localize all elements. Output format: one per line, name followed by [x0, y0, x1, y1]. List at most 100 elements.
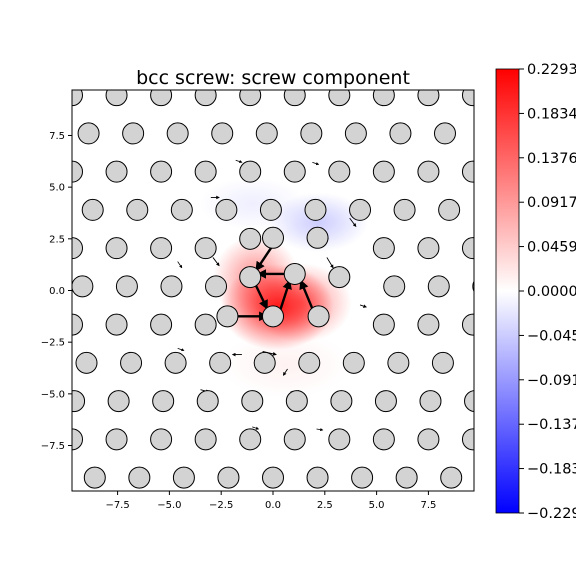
atom-marker — [461, 160, 474, 183]
atom-marker — [417, 428, 440, 451]
atom-marker — [262, 466, 284, 489]
atom-marker — [262, 305, 284, 328]
y-axis: 7.5 5.0 2.5 0.0 −2.5 −5.0 −7.5 — [41, 131, 72, 452]
atom-marker — [372, 237, 395, 260]
atom-marker — [298, 351, 321, 374]
atom-marker — [349, 198, 372, 221]
atom-marker — [417, 313, 440, 336]
heat-blob — [199, 177, 306, 231]
atom-marker — [383, 275, 406, 298]
colorbar-tick-label: −0.1376 — [527, 417, 576, 433]
atom-marker — [72, 428, 83, 451]
displacement-arrow — [316, 428, 324, 432]
atom-marker — [215, 198, 238, 221]
atom-marker — [395, 466, 418, 489]
x-tick-label: 5.0 — [369, 500, 385, 511]
atom-marker — [194, 428, 217, 451]
atom-marker — [443, 46, 464, 67]
atom-marker — [239, 266, 262, 289]
colorbar-tick-label: −0.0917 — [527, 373, 576, 389]
atom-marker — [328, 428, 351, 451]
y-tick-label: 2.5 — [49, 234, 65, 245]
atom-marker — [283, 428, 306, 451]
atom-marker — [72, 390, 86, 413]
atom-marker — [427, 275, 450, 298]
y-tick-label: −7.5 — [41, 441, 65, 452]
atom-marker — [431, 351, 454, 374]
atom-marker — [309, 46, 330, 67]
atom-marker — [389, 122, 412, 145]
colorbar-tick-label: 0.2293 — [527, 62, 576, 78]
displacement-arrow — [252, 426, 260, 430]
x-tick-label: −7.5 — [105, 500, 129, 511]
atom-marker — [105, 428, 128, 451]
atom-marker — [160, 275, 183, 298]
atom-marker — [300, 122, 323, 145]
displacement-arrow — [253, 281, 268, 310]
atom-marker — [477, 352, 498, 373]
atom-marker — [172, 466, 195, 489]
atom-marker — [419, 390, 442, 413]
displacement-arrow — [279, 279, 292, 311]
atom-marker — [438, 198, 461, 221]
atom-marker — [255, 122, 278, 145]
x-tick-label: 0.0 — [265, 500, 281, 511]
atom-marker — [128, 466, 151, 489]
heat-blob — [219, 331, 352, 398]
atom-marker — [487, 46, 508, 67]
atom-marker — [239, 428, 262, 451]
atom-marker — [351, 466, 374, 489]
atom-marker — [440, 466, 463, 489]
atom-marker — [387, 351, 410, 374]
atom-marker — [107, 390, 130, 413]
colorbar-tick-label: 0.1376 — [527, 151, 576, 167]
atom-marker — [354, 46, 375, 67]
atom-marker — [150, 160, 173, 183]
atom-marker — [372, 313, 395, 336]
x-axis: −7.5 −5.0 −2.5 0.0 2.5 5.0 7.5 — [105, 491, 436, 511]
atom-marker — [372, 428, 395, 451]
atom-marker — [328, 90, 351, 107]
atom-marker — [374, 390, 397, 413]
atom-marker — [344, 122, 367, 145]
colorbar-gradient — [495, 68, 520, 514]
displacement-arrow — [359, 304, 367, 308]
atom-marker — [194, 90, 217, 107]
atom-marker — [239, 90, 262, 107]
atom-marker — [150, 428, 173, 451]
atom-marker — [328, 160, 351, 183]
atom-marker — [86, 46, 107, 67]
atom-marker — [211, 122, 234, 145]
x-tick-label: 7.5 — [420, 500, 436, 511]
atom-marker — [205, 275, 228, 298]
x-tick-label: −5.0 — [157, 500, 181, 511]
atom-marker — [194, 313, 217, 336]
atom-marker — [265, 46, 286, 67]
atom-marker — [398, 46, 419, 67]
atom-marker — [239, 160, 262, 183]
atom-marker — [209, 351, 232, 374]
atom-marker — [306, 226, 329, 249]
atom-marker — [150, 90, 173, 107]
displacement-arrow — [255, 244, 274, 272]
atom-marker — [152, 390, 175, 413]
atom-marker — [166, 122, 189, 145]
atom-marker — [105, 237, 128, 260]
atom-marker — [259, 198, 282, 221]
atom-marker — [372, 90, 395, 107]
atom-marker — [433, 122, 456, 145]
colorbar-tick-label: −0.2293 — [527, 506, 576, 522]
colorbar-ticks: 0.2293 0.1834 0.1376 0.0917 0.0459 0.0000 −0.0… — [519, 62, 576, 522]
atom-marker — [131, 46, 152, 67]
atom-marker — [72, 275, 94, 298]
atom-marker — [417, 90, 440, 107]
atom-marker — [72, 90, 83, 107]
displacement-arrow — [299, 279, 315, 312]
colorbar-tick-label: 0.0917 — [527, 195, 576, 211]
plot-area — [72, 46, 508, 491]
atom-marker — [77, 122, 100, 145]
atom-marker — [150, 237, 173, 260]
atom-marker — [150, 313, 173, 336]
atom-marker — [283, 90, 306, 107]
atom-marker — [175, 46, 196, 67]
